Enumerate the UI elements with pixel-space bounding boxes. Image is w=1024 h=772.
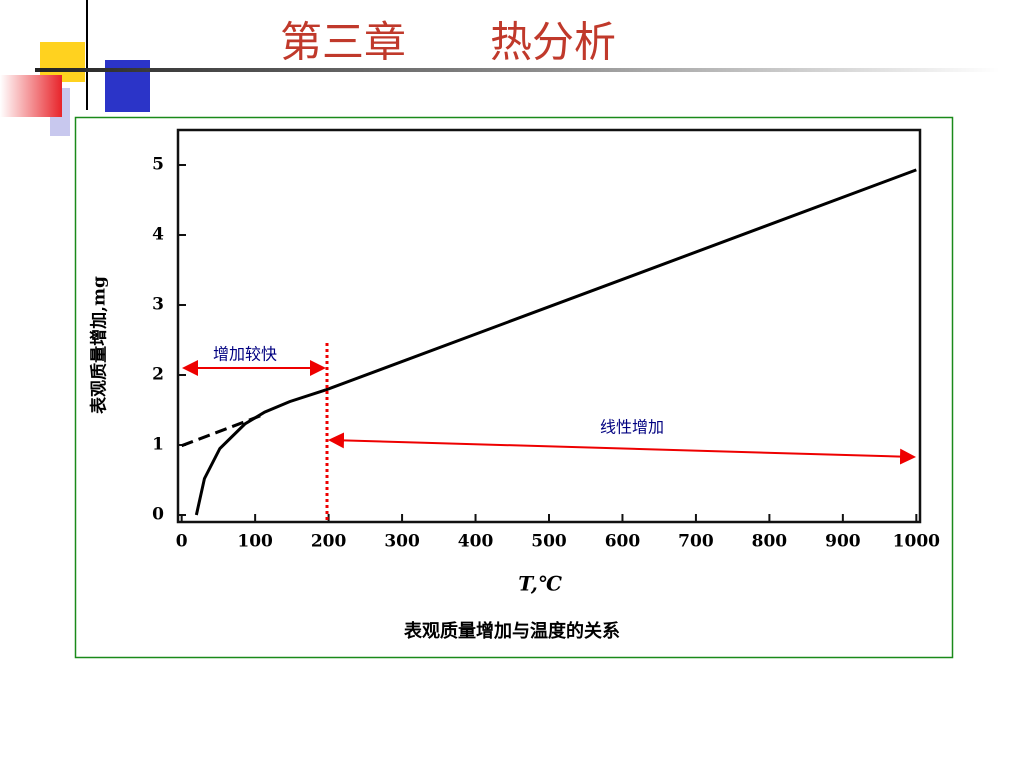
arrow (328, 432, 916, 465)
x-tick-label: 600 (605, 532, 641, 552)
data-line (194, 168, 917, 516)
y-axis-label: 表观质量增加,mg (89, 276, 110, 414)
chart-frame (74, 116, 954, 659)
caption: 表观质量增加与温度的关系 (404, 620, 620, 642)
x-tick-label: 1000 (893, 532, 940, 552)
x-tick-label: 500 (531, 532, 567, 552)
x-tick-label: 700 (678, 532, 714, 552)
y-tick-label: 5 (152, 155, 164, 175)
x-tick-label: 400 (458, 532, 494, 552)
x-axis-label: T,℃ (518, 572, 562, 596)
plot-frame (176, 128, 922, 524)
deco-red (0, 75, 62, 117)
x-tick-label: 0 (176, 532, 188, 552)
y-tick-label: 4 (152, 225, 164, 245)
x-tick-label: 100 (237, 532, 273, 552)
x-tick-label: 900 (825, 532, 861, 552)
data-line (181, 412, 266, 448)
annotation: 增加较快 (213, 345, 277, 364)
deco-hline (35, 68, 1000, 72)
y-tick-label: 0 (152, 505, 164, 525)
slide-title: 第三章 热分析 (280, 18, 616, 67)
annotation: 线性增加 (600, 418, 664, 437)
x-tick-label: 300 (384, 532, 420, 552)
deco-blue (105, 60, 150, 112)
y-tick-label: 1 (152, 435, 164, 455)
x-tick-label: 800 (752, 532, 788, 552)
y-tick-label: 2 (152, 365, 164, 385)
plot: 0 1 2 3 4 5 0 100 200 300 400 500 600 700 800 900 1000 (152, 128, 940, 552)
y-tick-label: 3 (152, 295, 164, 315)
x-tick-label: 200 (311, 532, 347, 552)
